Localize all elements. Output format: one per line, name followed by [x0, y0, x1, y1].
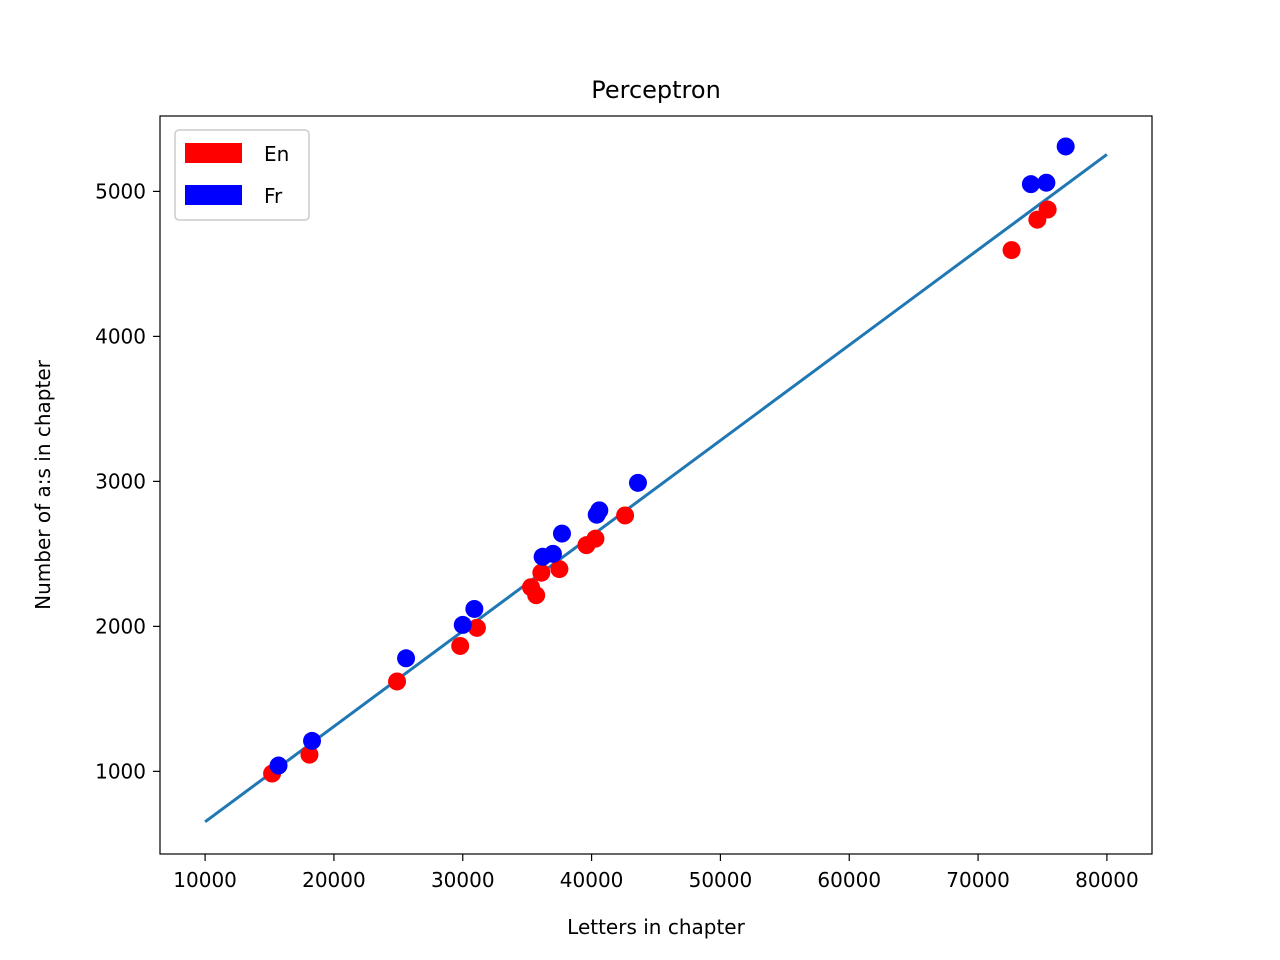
- x-tick-label: 80000: [1075, 868, 1139, 892]
- plot-frame: [159, 115, 1153, 855]
- point-fr: [552, 524, 571, 543]
- legend: En Fr: [174, 129, 310, 221]
- point-en: [1002, 241, 1021, 260]
- point-en: [586, 529, 605, 548]
- point-en: [300, 745, 319, 764]
- point-fr: [1056, 137, 1075, 156]
- point-fr: [303, 731, 322, 750]
- y-axis-ticks: 1000 2000 3000 4000 5000: [95, 179, 160, 783]
- y-tick-label: 2000: [95, 614, 146, 638]
- y-axis-label: Number of a:s in chapter: [31, 359, 55, 609]
- point-fr: [465, 599, 484, 618]
- x-tick-label: 20000: [302, 868, 366, 892]
- y-tick-label: 4000: [95, 324, 146, 348]
- point-fr: [1037, 173, 1056, 192]
- point-en: [467, 618, 486, 637]
- x-axis-label: Letters in chapter: [567, 915, 745, 939]
- x-tick-label: 60000: [817, 868, 881, 892]
- legend-label-fr: Fr: [264, 184, 283, 208]
- fit-line-layer: [204, 153, 1108, 824]
- y-tick-label: 5000: [95, 179, 146, 203]
- legend-label-en: En: [264, 142, 289, 166]
- point-en: [451, 636, 470, 655]
- x-tick-label: 30000: [431, 868, 495, 892]
- x-tick-label: 10000: [173, 868, 237, 892]
- point-fr: [590, 501, 609, 520]
- fit-line: [204, 153, 1108, 824]
- x-tick-label: 50000: [689, 868, 753, 892]
- x-tick-label: 40000: [560, 868, 624, 892]
- legend-swatch-fr: [185, 185, 242, 205]
- point-en: [388, 672, 407, 691]
- point-fr: [543, 544, 562, 563]
- point-fr: [453, 615, 472, 634]
- point-fr: [1021, 175, 1040, 194]
- point-fr: [628, 473, 647, 492]
- point-en: [532, 563, 551, 582]
- points-layer: [263, 137, 1075, 783]
- chart-title: Perceptron: [591, 76, 721, 104]
- point-en: [550, 560, 569, 579]
- point-en: [1038, 200, 1057, 219]
- y-tick-label: 3000: [95, 469, 146, 493]
- point-en: [527, 586, 546, 605]
- y-tick-label: 1000: [95, 759, 146, 783]
- point-fr: [397, 649, 416, 668]
- x-tick-label: 70000: [946, 868, 1010, 892]
- x-axis-ticks: 10000 20000 30000 40000 50000 60000 70000 80000: [173, 854, 1139, 892]
- point-fr: [269, 756, 288, 775]
- point-en: [616, 506, 635, 525]
- legend-swatch-en: [185, 143, 242, 163]
